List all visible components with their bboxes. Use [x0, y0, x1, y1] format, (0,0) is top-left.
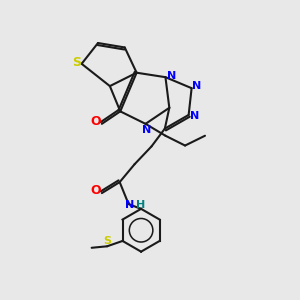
Text: N: N	[192, 81, 202, 91]
Text: O: O	[90, 115, 101, 128]
Text: N: N	[190, 111, 199, 122]
Text: S: S	[72, 56, 81, 69]
Text: O: O	[90, 184, 101, 197]
Text: N: N	[124, 200, 134, 210]
Text: N: N	[167, 71, 176, 81]
Text: H: H	[136, 200, 145, 210]
Text: S: S	[104, 236, 112, 246]
Text: N: N	[142, 125, 151, 135]
